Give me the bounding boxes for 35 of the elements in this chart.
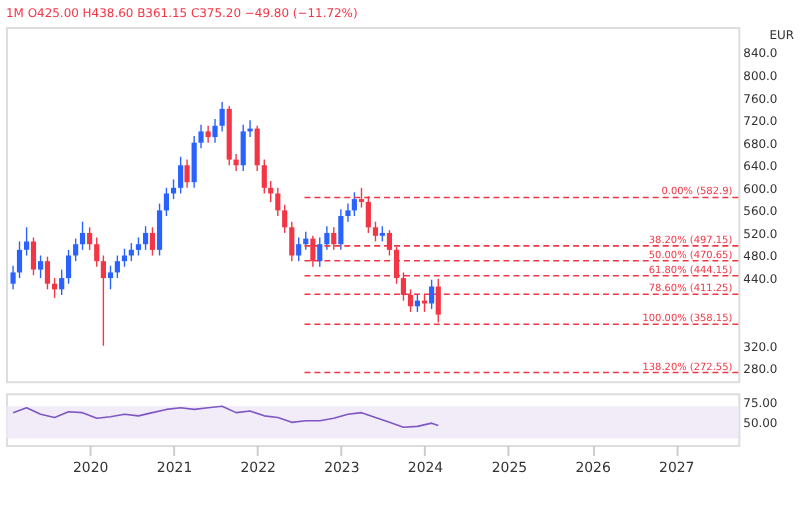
candlestick xyxy=(429,279,435,310)
candlestick xyxy=(149,226,156,257)
candlestick xyxy=(128,242,134,262)
candlestick xyxy=(156,202,163,257)
candlestick xyxy=(135,236,142,257)
candlestick xyxy=(351,191,357,217)
candlestick xyxy=(142,225,149,251)
line-series xyxy=(12,405,440,428)
candlestick xyxy=(100,254,106,347)
candlestick xyxy=(219,101,225,133)
candlestick xyxy=(289,220,295,262)
candlestick xyxy=(94,236,100,268)
candlestick xyxy=(372,220,379,243)
candlestick xyxy=(65,249,72,285)
candlestick xyxy=(79,220,86,251)
candlestick xyxy=(114,254,120,279)
candlestick xyxy=(24,226,30,257)
candlestick xyxy=(184,158,190,189)
candlestick xyxy=(59,268,65,296)
candlestick xyxy=(317,236,323,268)
candlestick xyxy=(37,254,44,279)
candlestick xyxy=(324,225,330,251)
candlestick xyxy=(30,236,37,276)
candlestick xyxy=(205,125,211,144)
candlestick xyxy=(261,158,267,195)
candlestick xyxy=(338,208,344,251)
candlestick xyxy=(163,187,170,217)
candlestick xyxy=(44,255,51,291)
candlestick xyxy=(296,236,302,262)
candlestick xyxy=(107,264,114,291)
candlestick xyxy=(178,156,184,195)
candlestick xyxy=(73,237,79,262)
candlestick xyxy=(254,125,260,172)
candlestick xyxy=(87,226,93,251)
candlestick xyxy=(240,123,246,172)
